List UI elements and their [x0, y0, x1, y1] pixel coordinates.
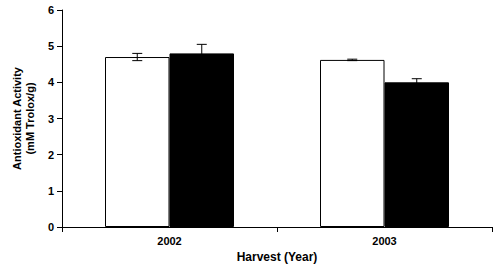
svg-text:Harvest (Year): Harvest (Year) [237, 250, 318, 264]
svg-text:4: 4 [48, 76, 55, 88]
svg-text:5: 5 [48, 40, 54, 52]
svg-text:6: 6 [48, 4, 54, 16]
svg-text:1: 1 [48, 185, 54, 197]
svg-text:2002: 2002 [157, 235, 181, 247]
svg-text:Antioxidant Activity: Antioxidant Activity [11, 66, 23, 170]
svg-text:2003: 2003 [372, 235, 396, 247]
svg-text:(mM Trolox/g): (mM Trolox/g) [24, 82, 36, 154]
svg-text:3: 3 [48, 113, 54, 125]
svg-text:2: 2 [48, 149, 54, 161]
svg-text:0: 0 [48, 221, 54, 233]
